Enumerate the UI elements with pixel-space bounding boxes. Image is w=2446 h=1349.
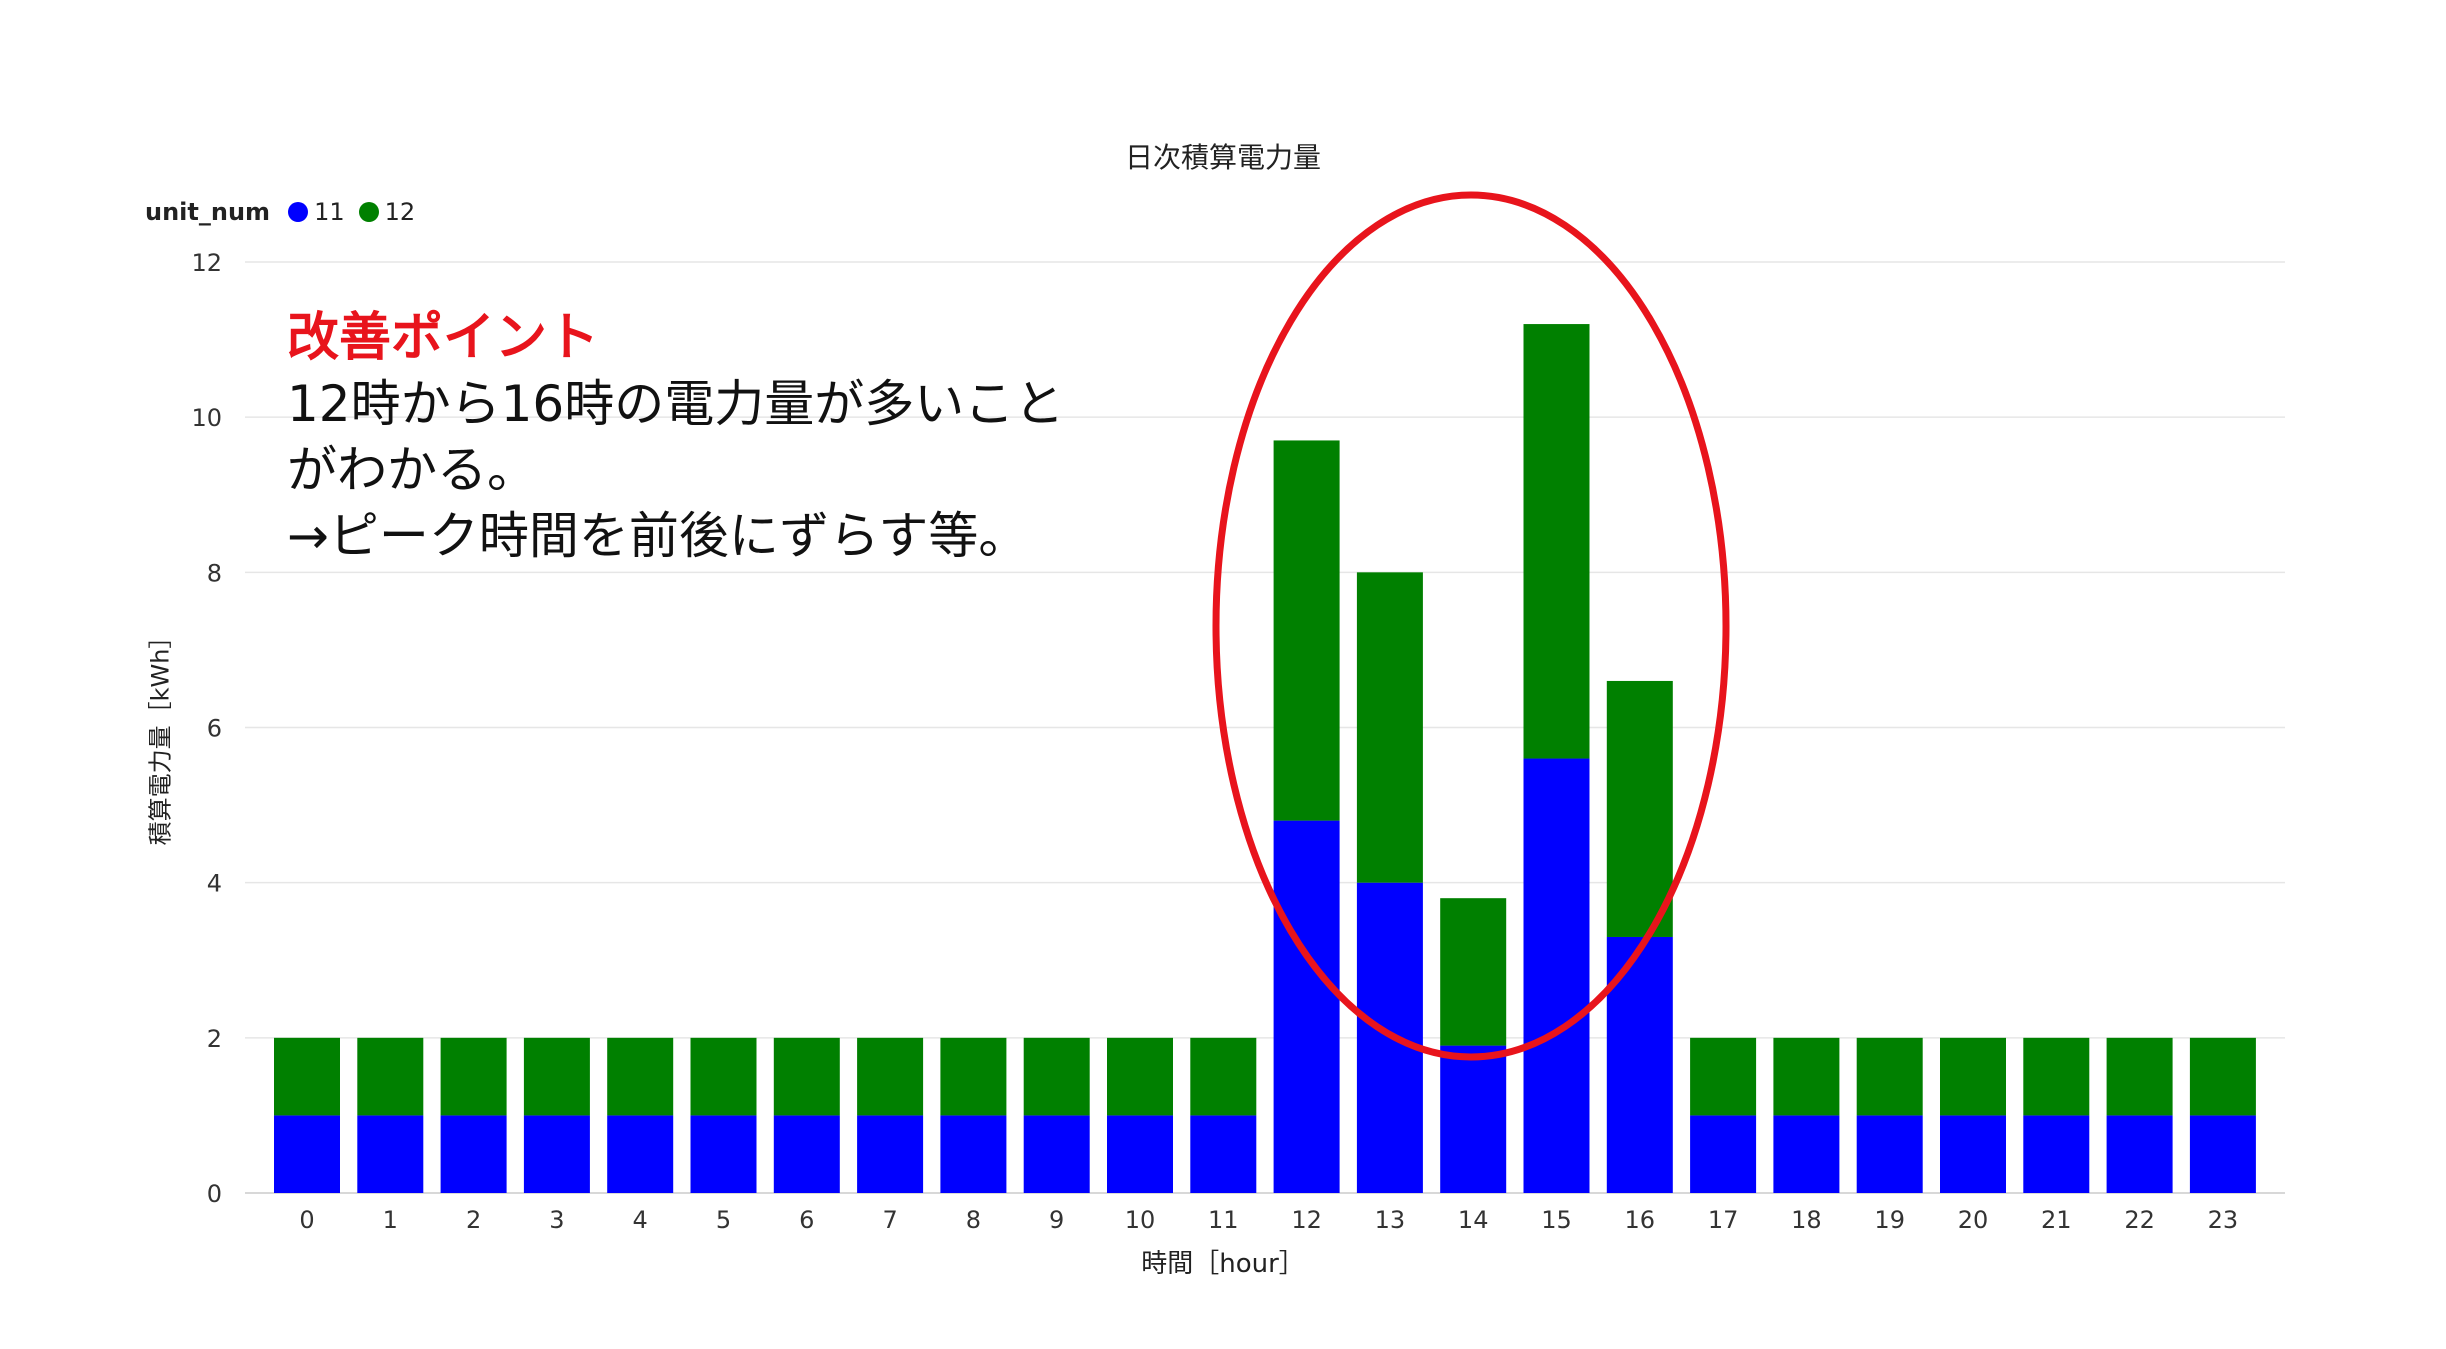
x-tick-label: 11	[1208, 1206, 1239, 1234]
x-tick-label: 9	[1049, 1206, 1064, 1234]
y-tick-label: 0	[207, 1180, 222, 1208]
x-tick-label: 8	[966, 1206, 981, 1234]
bar-8-series-11[interactable]	[940, 1115, 1007, 1193]
bars	[274, 324, 2256, 1193]
x-tick-label: 10	[1125, 1206, 1156, 1234]
bar-3-series-12[interactable]	[523, 1037, 590, 1116]
legend-dot-12	[358, 202, 379, 222]
bar-22-series-12[interactable]	[2106, 1037, 2173, 1116]
bar-17-series-12[interactable]	[1690, 1037, 1757, 1116]
bar-1-series-11[interactable]	[357, 1115, 424, 1193]
x-tick-label: 13	[1375, 1206, 1406, 1234]
bar-11-series-12[interactable]	[1190, 1037, 1257, 1116]
x-axis-ticks: 0 1 2 3 4 5 6 7 8 9 10 11 12 13 14 15 16 17 18 19 20 21 22 23	[299, 1206, 2238, 1234]
bar-13-series-12[interactable]	[1356, 572, 1423, 883]
x-tick-label: 16	[1625, 1206, 1656, 1234]
bar-22-series-11[interactable]	[2106, 1115, 2173, 1193]
bar-18-series-11[interactable]	[1773, 1115, 1840, 1193]
x-tick-label: 3	[549, 1206, 564, 1234]
y-tick-label: 6	[207, 715, 222, 743]
bar-1-series-12[interactable]	[357, 1037, 424, 1116]
x-tick-label: 21	[2041, 1206, 2072, 1234]
legend-item-12[interactable]: 12	[358, 198, 416, 226]
bar-16-series-12[interactable]	[1606, 680, 1673, 937]
bar-14-series-12[interactable]	[1440, 898, 1507, 1046]
x-tick-label: 5	[716, 1206, 731, 1234]
bar-23-series-12[interactable]	[2189, 1037, 2256, 1116]
bar-9-series-12[interactable]	[1023, 1037, 1090, 1116]
x-tick-label: 15	[1541, 1206, 1572, 1234]
y-tick-label: 10	[191, 404, 222, 432]
bar-21-series-11[interactable]	[2023, 1115, 2090, 1193]
bar-7-series-12[interactable]	[857, 1037, 924, 1116]
legend-title: unit_num	[145, 198, 271, 226]
x-tick-label: 23	[2208, 1206, 2239, 1234]
x-tick-label: 1	[383, 1206, 398, 1234]
legend-label-11: 11	[314, 198, 345, 226]
legend: unit_num 11 12	[145, 198, 429, 226]
x-tick-label: 7	[882, 1206, 897, 1234]
y-axis-ticks: 0 2 4 6 8 10 12	[191, 249, 222, 1208]
note-line-2: がわかる。	[287, 441, 537, 499]
x-tick-label: 2	[466, 1206, 481, 1234]
bar-17-series-11[interactable]	[1690, 1115, 1757, 1193]
x-tick-label: 19	[1874, 1206, 1905, 1234]
chart-title: 日次積算電力量	[1124, 141, 1321, 174]
bar-19-series-12[interactable]	[1856, 1037, 1923, 1116]
y-tick-label: 4	[207, 870, 222, 898]
legend-dot-11	[288, 202, 309, 222]
y-tick-label: 8	[207, 559, 222, 587]
bar-23-series-11[interactable]	[2189, 1115, 2256, 1193]
legend-item-11[interactable]: 11	[288, 198, 345, 226]
bar-4-series-11[interactable]	[607, 1115, 674, 1193]
x-axis-label: 時間［hour］	[1141, 1249, 1305, 1279]
x-tick-label: 22	[2124, 1206, 2155, 1234]
note-line-1: 12時から16時の電力量が多いこと	[287, 375, 1065, 433]
bar-21-series-12[interactable]	[2023, 1037, 2090, 1116]
bar-0-series-12[interactable]	[274, 1037, 340, 1116]
note-line-3: →ピーク時間を前後にずらす等。	[287, 507, 1029, 565]
highlight-ellipse	[1212, 191, 1730, 1061]
legend-label-12: 12	[384, 198, 416, 226]
bar-5-series-12[interactable]	[690, 1037, 757, 1116]
x-tick-label: 17	[1708, 1206, 1739, 1234]
x-tick-label: 18	[1791, 1206, 1822, 1234]
bar-10-series-11[interactable]	[1107, 1115, 1173, 1193]
y-tick-label: 12	[191, 249, 222, 277]
bar-2-series-11[interactable]	[440, 1115, 507, 1193]
x-tick-label: 4	[633, 1206, 648, 1234]
bar-14-series-11[interactable]	[1440, 1045, 1507, 1193]
bar-12-series-11[interactable]	[1273, 820, 1340, 1193]
bar-3-series-11[interactable]	[523, 1115, 590, 1193]
x-tick-label: 14	[1458, 1206, 1489, 1234]
bar-18-series-12[interactable]	[1773, 1037, 1840, 1116]
bar-8-series-12[interactable]	[940, 1037, 1007, 1116]
bar-11-series-11[interactable]	[1190, 1115, 1257, 1193]
bar-7-series-11[interactable]	[857, 1115, 924, 1193]
bar-12-series-12[interactable]	[1273, 440, 1340, 821]
bar-10-series-12[interactable]	[1107, 1037, 1173, 1116]
x-tick-label: 6	[799, 1206, 814, 1234]
y-tick-label: 2	[207, 1025, 222, 1053]
bar-6-series-12[interactable]	[773, 1037, 840, 1116]
y-axis-label: 積算電力量［kWh］	[146, 624, 175, 846]
bar-4-series-12[interactable]	[607, 1037, 674, 1116]
bar-20-series-11[interactable]	[1940, 1115, 2006, 1193]
x-tick-label: 12	[1291, 1206, 1322, 1234]
bar-5-series-11[interactable]	[690, 1115, 757, 1193]
bar-15-series-12[interactable]	[1523, 324, 1590, 759]
bar-2-series-12[interactable]	[440, 1037, 507, 1116]
bar-19-series-11[interactable]	[1856, 1115, 1923, 1193]
bar-15-series-11[interactable]	[1523, 758, 1590, 1193]
bar-0-series-11[interactable]	[274, 1115, 340, 1193]
x-tick-label: 20	[1958, 1206, 1989, 1234]
x-tick-label: 0	[299, 1206, 314, 1234]
note-heading: 改善ポイント	[287, 308, 600, 368]
bar-20-series-12[interactable]	[1940, 1037, 2006, 1116]
improvement-note: 改善ポイント 12時から16時の電力量が多いこと がわかる。 →ピーク時間を前後…	[287, 305, 1064, 569]
bar-9-series-11[interactable]	[1023, 1115, 1090, 1193]
bar-6-series-11[interactable]	[773, 1115, 840, 1193]
